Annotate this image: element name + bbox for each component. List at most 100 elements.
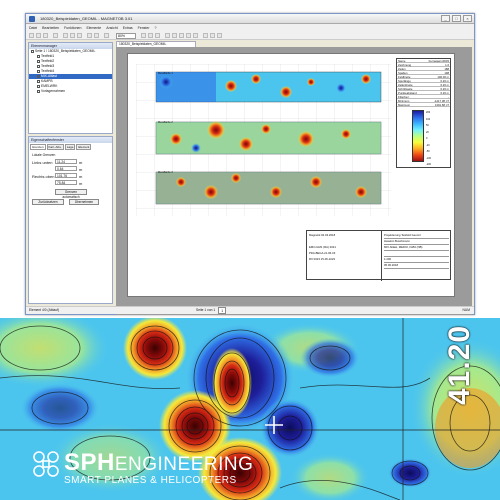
menu-extras[interactable]: Extras: [122, 25, 133, 30]
legend-value: 0.20 m: [440, 83, 449, 87]
filter-icon[interactable]: [203, 33, 208, 38]
legend-value: 0.20 m: [440, 79, 449, 83]
app-window: 180320_Beispieldaten_GEOMIL - MAGNETOB 3…: [25, 13, 475, 315]
new-icon[interactable]: [29, 33, 34, 38]
copy-icon[interactable]: [70, 33, 75, 38]
layer-item-label: MIX-Altlast: [41, 74, 57, 78]
legend-value: 1391.68 nT: [434, 103, 449, 107]
layer-item[interactable]: Seite 1 / 180320_Beispieldaten_GEOMIL: [29, 49, 112, 54]
layer-item[interactable]: KAMPB: [29, 79, 112, 84]
page-number-input[interactable]: 1: [218, 307, 227, 314]
visibility-checkbox[interactable]: [37, 59, 40, 63]
brand-suffix: ENGINEERING: [114, 454, 254, 475]
strip-label: Messfläche 1: [158, 72, 173, 75]
upper-right-y-input[interactable]: 75.84: [55, 180, 77, 185]
tab-karl-abs[interactable]: Karl.-Abs.: [46, 144, 64, 150]
layer-item[interactable]: EMELWRK: [29, 84, 112, 89]
properties-title: Eigenschaftenfenster: [29, 137, 112, 143]
title-block-line: EMO-GM1 (RA) 2021: [309, 245, 336, 249]
layer-item[interactable]: Vorlagenrahmen: [29, 89, 112, 94]
legend-value: -1417.38 nT: [433, 99, 449, 103]
menu-file[interactable]: Datei: [29, 25, 38, 30]
menu-edit[interactable]: Bearbeiten: [42, 25, 60, 30]
toolbar: 80%: [26, 31, 474, 40]
tab-lage[interactable]: Lage: [64, 144, 76, 150]
layer-item-label: KAMPB: [41, 79, 53, 83]
save-icon[interactable]: [43, 33, 48, 38]
layer-item[interactable]: MIX-Altlast: [29, 74, 112, 79]
cut-icon[interactable]: [63, 33, 68, 38]
visibility-checkbox[interactable]: [31, 49, 34, 53]
tab-element[interactable]: Element: [76, 144, 92, 150]
legend-row: Spurlänge 0.20 m: [397, 79, 450, 83]
scale-tick-label: -50: [426, 150, 430, 153]
unit-label: m: [79, 167, 83, 172]
menu-elements[interactable]: Elemente: [86, 25, 102, 30]
app-icon: [29, 16, 35, 22]
zoom-select[interactable]: 80%: [116, 32, 136, 39]
unit-label: m: [79, 174, 83, 179]
visibility-checkbox[interactable]: [37, 74, 40, 78]
unit-label: m: [79, 181, 83, 186]
visibility-checkbox[interactable]: [37, 79, 40, 83]
local-limits-label: Lokale Grenzen: [32, 153, 56, 157]
layer-item-label: Textfeld1: [41, 54, 55, 58]
menu-view[interactable]: Ansicht: [106, 25, 118, 30]
legend-key: Spurlänge: [398, 79, 411, 83]
legend-row: Minimum -1417.38 nT: [397, 99, 450, 103]
grid-icon[interactable]: [165, 33, 170, 38]
visibility-checkbox[interactable]: [37, 64, 40, 68]
undo-icon[interactable]: [87, 33, 92, 38]
legend-key: Schrittweite: [398, 87, 413, 91]
legend-row: Filterbez. -: [397, 95, 450, 99]
legend-row: Punkteabstand 0.20 m: [397, 91, 450, 95]
maximize-button[interactable]: □: [452, 15, 461, 22]
settings-icon[interactable]: [217, 33, 222, 38]
menu-window[interactable]: Fenster: [137, 25, 150, 30]
legend-row: Maximum 1391.68 nT: [397, 103, 450, 107]
text-icon[interactable]: [179, 33, 184, 38]
apply-button[interactable]: Übernehmen: [69, 199, 99, 205]
color-icon[interactable]: [193, 33, 198, 38]
legend-key: Zellenbreite: [398, 83, 413, 87]
reset-button[interactable]: Zurücksetzen: [32, 199, 64, 205]
layer-item[interactable]: Textfeld4: [29, 69, 112, 74]
export-icon[interactable]: [210, 33, 215, 38]
lower-left-y-input[interactable]: 0.64: [55, 166, 77, 171]
zoom-in-icon[interactable]: [141, 33, 146, 38]
print-icon[interactable]: [53, 33, 58, 38]
visibility-checkbox[interactable]: [37, 69, 40, 73]
layer-item[interactable]: Textfeld2: [29, 59, 112, 64]
title-block-line: RX 0023 15-06-1023: [309, 257, 335, 261]
drawing-canvas[interactable]: Messfläche 1 Messfläche 2 Messfläche 3 N…: [116, 47, 472, 315]
title-block-line: Magnetik 02.03.2018: [309, 233, 336, 237]
line-icon[interactable]: [172, 33, 177, 38]
visibility-checkbox[interactable]: [37, 54, 40, 58]
pan-icon[interactable]: [155, 33, 160, 38]
lower-left-x-input[interactable]: 11.24: [55, 159, 77, 164]
pointer-icon[interactable]: [104, 33, 109, 38]
layer-item-label: Seite 1 / 180320_Beispieldaten_GEOMIL: [35, 49, 96, 53]
visibility-checkbox[interactable]: [37, 89, 40, 93]
redo-icon[interactable]: [94, 33, 99, 38]
menu-functions[interactable]: Funktionen: [64, 25, 82, 30]
legend-value: 198: [444, 71, 449, 75]
upper-right-x-input[interactable]: 101.76: [55, 173, 77, 178]
visibility-checkbox[interactable]: [37, 84, 40, 88]
paste-icon[interactable]: [77, 33, 82, 38]
close-button[interactable]: ×: [463, 15, 472, 22]
minimize-button[interactable]: _: [441, 15, 450, 22]
auto-limits-button[interactable]: Grenzen automatisch: [55, 189, 87, 199]
zoom-out-icon[interactable]: [148, 33, 153, 38]
layer-item[interactable]: Textfeld3: [29, 64, 112, 69]
open-icon[interactable]: [36, 33, 41, 38]
drone-logo-icon: [33, 451, 59, 477]
tab-grenzen[interactable]: Grenzen: [30, 144, 46, 150]
title-block-line: Haselön Buschmann: [384, 239, 449, 245]
document-tab[interactable]: 180320_Beispieldaten_GEOMIL: [116, 41, 196, 47]
layer-item[interactable]: Textfeld1: [29, 54, 112, 59]
strip-label: Messfläche 3: [158, 171, 173, 174]
color-scale-ticks: 200 100 50 20 0 -20 -50 -100 -200: [426, 110, 446, 166]
rect-icon[interactable]: [186, 33, 191, 38]
menu-help[interactable]: ?: [154, 25, 157, 30]
